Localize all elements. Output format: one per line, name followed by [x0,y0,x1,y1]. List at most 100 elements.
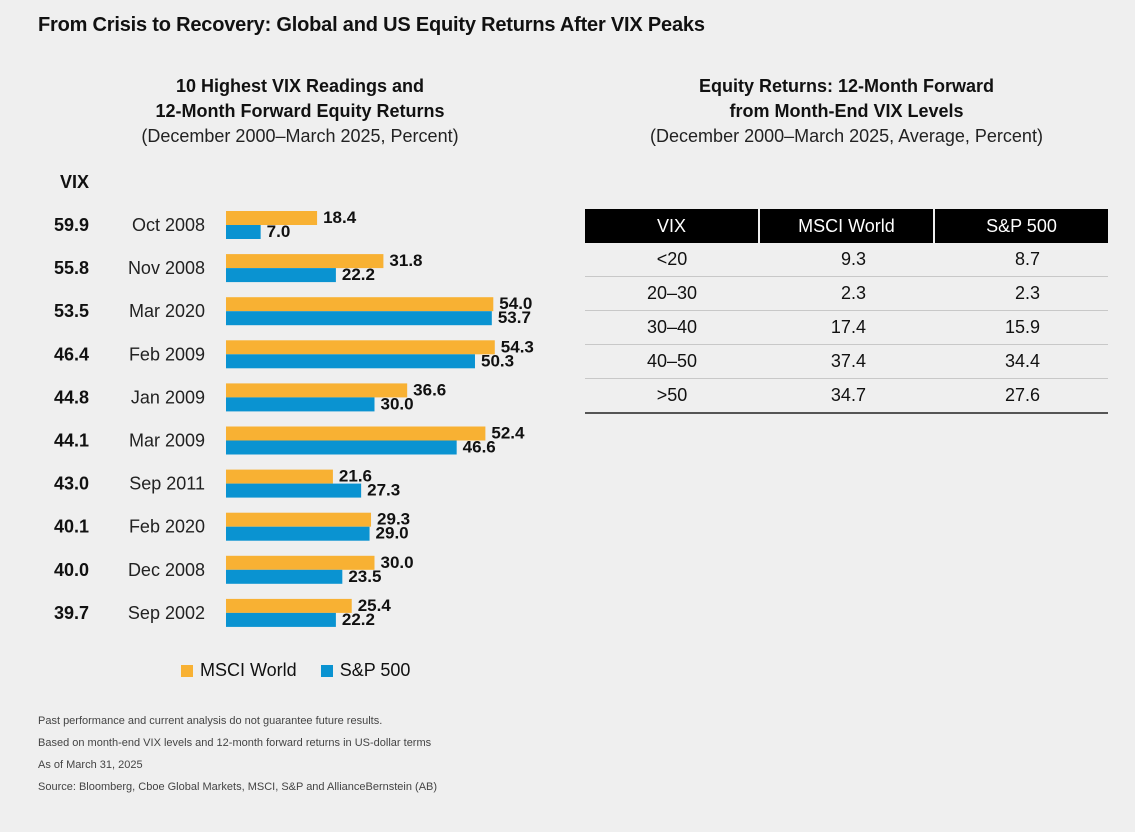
data-label-sp500: 46.6 [463,438,496,457]
footnote: Past performance and current analysis do… [38,715,383,727]
vix-value-label: 46.4 [54,344,89,364]
table-cell: 27.6 [933,378,1108,414]
table-row: 30–40 17.4 15.9 [585,310,1108,345]
data-label-sp500: 50.3 [481,351,514,370]
table-subtitle: (December 2000–March 2025, Average, Perc… [650,126,1043,146]
table-row: 20–30 2.3 2.3 [585,276,1108,311]
chart-title-line1: 10 Highest VIX Readings and [175,76,425,96]
bar-msci-world [226,555,375,570]
table-cell: 2.3 [933,276,1108,311]
bar-sp500 [226,397,375,412]
table-row: >50 34.7 27.6 [585,378,1108,414]
bar-sp500 [226,354,475,369]
footnote: Based on month-end VIX levels and 12-mon… [38,737,432,749]
category-label: Jan 2009 [131,387,205,407]
table-cell: 40–50 [585,344,759,379]
bar-sp500 [226,311,492,326]
chart-legend: MSCI World S&P 500 [181,660,434,681]
data-label-sp500: 23.5 [348,567,381,586]
table-row: 40–50 37.4 34.4 [585,344,1108,379]
category-label: Sep 2011 [129,474,205,494]
data-label-msci-world: 30.0 [381,553,414,572]
data-label-msci-world: 54.0 [499,294,532,313]
chart-title-line2: 12-Month Forward Equity Returns [155,101,445,121]
bar-msci-world [226,254,384,269]
vix-value-label: 40.0 [54,560,89,580]
bar-msci-world [226,512,372,527]
vix-value-label: 43.0 [54,474,89,494]
vix-value-label: 55.8 [54,258,89,278]
chart-heading: 10 Highest VIX Readings and 12-Month For… [40,74,560,149]
table-cell: 9.3 [758,243,934,277]
page-title: From Crisis to Recovery: Global and US E… [38,14,705,36]
data-label-sp500: 22.2 [342,610,375,629]
chart-subtitle: (December 2000–March 2025, Percent) [141,126,459,146]
table-row: <20 9.3 8.7 [585,243,1108,277]
data-label-msci-world: 21.6 [339,467,372,486]
category-label: Dec 2008 [128,560,205,580]
table-heading: Equity Returns: 12-Month Forward from Mo… [585,74,1108,149]
table-cell: 37.4 [758,344,934,379]
data-label-msci-world: 18.4 [323,208,357,227]
table-cell: 2.3 [758,276,934,311]
category-label: Nov 2008 [128,258,205,278]
bar-msci-world [226,297,494,312]
vix-value-label: 40.1 [54,517,89,537]
table-cell: >50 [585,378,759,414]
bar-sp500 [226,569,343,584]
data-label-sp500: 22.2 [342,265,375,284]
legend-swatch-sp500 [320,664,333,677]
bar-chart: VIX 59.9 Oct 2008 18.4 7.0 55.8 Nov 2008 31.8 22… [54,172,534,629]
bar-sp500 [226,225,261,239]
category-label: Mar 2020 [129,301,205,321]
category-label: Oct 2008 [132,215,205,235]
table-header-vix: VIX [585,209,759,243]
data-label-sp500: 7.0 [267,222,291,241]
data-label-msci-world: 52.4 [491,424,525,443]
data-label-sp500: 30.0 [381,394,414,413]
table-cell: 30–40 [585,310,759,345]
footnotes: Past performance and current analysis do… [38,710,437,798]
data-label-msci-world: 29.3 [377,510,410,529]
vix-value-label: 53.5 [54,301,89,321]
bar-sp500 [226,612,336,627]
category-label: Sep 2002 [128,603,205,623]
vix-value-label: 39.7 [54,603,89,623]
bar-sp500 [226,268,336,283]
table-cell: 8.7 [933,243,1108,277]
data-label-msci-world: 25.4 [358,596,392,615]
data-label-sp500: 27.3 [367,481,400,500]
bar-msci-world [226,426,486,441]
footnote: Source: Bloomberg, Cboe Global Markets, … [38,781,438,793]
table-cell: 20–30 [585,276,759,311]
vix-value-label: 59.9 [54,215,89,235]
data-label-msci-world: 31.8 [389,251,422,270]
data-label-sp500: 53.7 [498,308,531,327]
bar-msci-world [226,340,495,355]
legend-item-sp500: S&P 500 [320,660,410,681]
legend-label-msci: MSCI World [200,660,297,680]
vix-returns-table: VIX MSCI World S&P 500 <20 9.3 8.7 20–30… [585,209,1108,414]
bar-msci-world [226,211,318,225]
table-cell: 17.4 [758,310,934,345]
legend-item-msci: MSCI World [181,660,297,681]
table-header-row: VIX MSCI World S&P 500 [585,209,1108,243]
legend-swatch-msci [181,664,193,677]
bar-msci-world [226,469,333,484]
table-title-line2: from Month-End VIX Levels [729,101,964,121]
category-label: Feb 2009 [129,344,205,364]
category-label: Mar 2009 [129,431,205,451]
table-cell: 34.4 [933,344,1108,379]
table-cell: 34.7 [758,378,934,414]
vix-value-label: 44.1 [54,431,89,451]
bar-msci-world [226,598,352,613]
bar-sp500 [226,526,370,541]
category-label: Feb 2020 [129,517,205,537]
table-header-sp500: S&P 500 [932,209,1108,243]
footnote: As of March 31, 2025 [38,759,143,771]
data-label-sp500: 29.0 [376,524,409,543]
table-header-msci: MSCI World [757,209,934,243]
vix-value-label: 44.8 [54,387,89,407]
bar-msci-world [226,383,408,398]
table-cell: 15.9 [933,310,1108,345]
